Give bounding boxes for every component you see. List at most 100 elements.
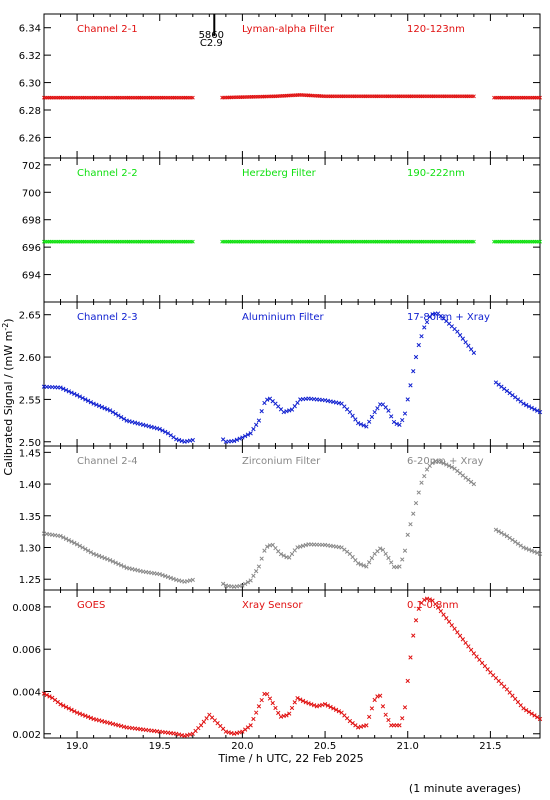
data-point <box>105 556 110 562</box>
data-point <box>265 544 270 549</box>
data-point <box>88 550 93 555</box>
data-point <box>400 417 405 423</box>
panel-frame <box>43 157 541 303</box>
y-tick-label: 0.002 <box>12 730 41 741</box>
data-point <box>460 637 465 642</box>
data-point <box>58 533 63 539</box>
data-point <box>408 522 413 527</box>
data-point <box>537 409 543 415</box>
data-point <box>441 612 446 617</box>
data-point <box>287 555 292 560</box>
data-point <box>47 694 52 699</box>
y-tick-label: 0.004 <box>12 687 41 698</box>
data-point <box>83 713 88 718</box>
y-tick-label: 1.35 <box>19 512 41 523</box>
y-tick-label: 6.28 <box>19 106 41 117</box>
data-point <box>358 562 364 567</box>
data-point <box>77 394 82 399</box>
data-point <box>333 707 339 712</box>
data-point <box>444 462 449 467</box>
data-point <box>463 640 468 646</box>
data-point <box>537 716 543 722</box>
data-point <box>397 723 402 728</box>
data-point <box>287 711 292 716</box>
data-point <box>237 436 242 441</box>
data-point <box>66 706 71 711</box>
data-point <box>281 553 286 558</box>
data-point <box>190 577 195 583</box>
data-point <box>529 405 534 411</box>
data-point <box>243 433 248 439</box>
data-point <box>521 401 526 406</box>
data-point <box>80 395 85 401</box>
panel-label: Aluminium Filter <box>242 312 325 323</box>
panel-frame <box>43 445 541 591</box>
data-point <box>44 692 49 698</box>
data-point <box>524 708 529 713</box>
data-point <box>438 608 443 614</box>
data-point <box>502 532 507 537</box>
panel-label: Channel 2-2 <box>77 168 138 179</box>
data-point <box>77 543 82 549</box>
data-point <box>94 552 99 558</box>
y-tick-label: 2.65 <box>19 311 41 322</box>
data-point <box>411 633 416 638</box>
data-point <box>69 707 74 712</box>
panel-label: GOES <box>77 600 105 611</box>
data-point <box>350 413 355 418</box>
data-point <box>532 549 537 554</box>
panel-5: 0.002 0.004 0.006 0.008 GOES Xray Sensor 0.1-0… <box>12 589 543 741</box>
data-point <box>347 409 353 415</box>
panel-label: Herzberg Filter <box>242 168 317 179</box>
data-point <box>94 402 99 407</box>
data-point <box>240 435 245 440</box>
data-point <box>397 422 402 427</box>
data-point <box>455 329 460 334</box>
data-point <box>427 597 432 602</box>
data-point <box>91 401 96 406</box>
data-point <box>413 354 419 360</box>
data-point <box>518 543 523 548</box>
data-point <box>262 548 267 553</box>
data-point <box>99 554 105 560</box>
x-tick-label: 19.5 <box>149 741 171 752</box>
data-point <box>325 703 330 708</box>
data-point <box>96 553 102 559</box>
data-point <box>298 697 303 702</box>
data-point <box>535 715 540 720</box>
data-point <box>413 618 419 623</box>
data-point <box>254 422 259 427</box>
data-point <box>493 527 499 532</box>
data-point <box>521 706 526 711</box>
data-point <box>529 548 534 553</box>
data-point <box>521 545 526 550</box>
y-tick-label: 2.55 <box>19 395 41 406</box>
data-point <box>466 343 471 348</box>
y-tick-label: 0.006 <box>12 645 41 656</box>
data-point <box>513 539 518 544</box>
data-point <box>248 431 253 436</box>
data-point <box>524 546 529 551</box>
x-tick-label: 21.0 <box>397 741 419 752</box>
data-point <box>72 540 77 546</box>
data-point <box>110 409 116 415</box>
data-point <box>107 408 113 413</box>
data-point <box>405 397 410 402</box>
data-point <box>157 571 162 577</box>
y-tick-label: 2.50 <box>19 438 41 449</box>
data-point <box>88 715 93 721</box>
data-point <box>405 678 410 684</box>
y-tick-label: 6.32 <box>19 51 41 62</box>
data-point <box>391 419 397 425</box>
data-point <box>538 239 542 244</box>
y-tick-label: 702 <box>22 161 41 172</box>
data-point <box>107 558 113 563</box>
x-tick-label: 20.5 <box>314 741 336 752</box>
data-point <box>245 580 251 585</box>
data-point <box>256 418 262 423</box>
panel-label: Lyman-alpha Filter <box>242 24 335 35</box>
data-point <box>259 697 264 703</box>
data-point <box>435 605 441 610</box>
data-point <box>416 342 421 348</box>
